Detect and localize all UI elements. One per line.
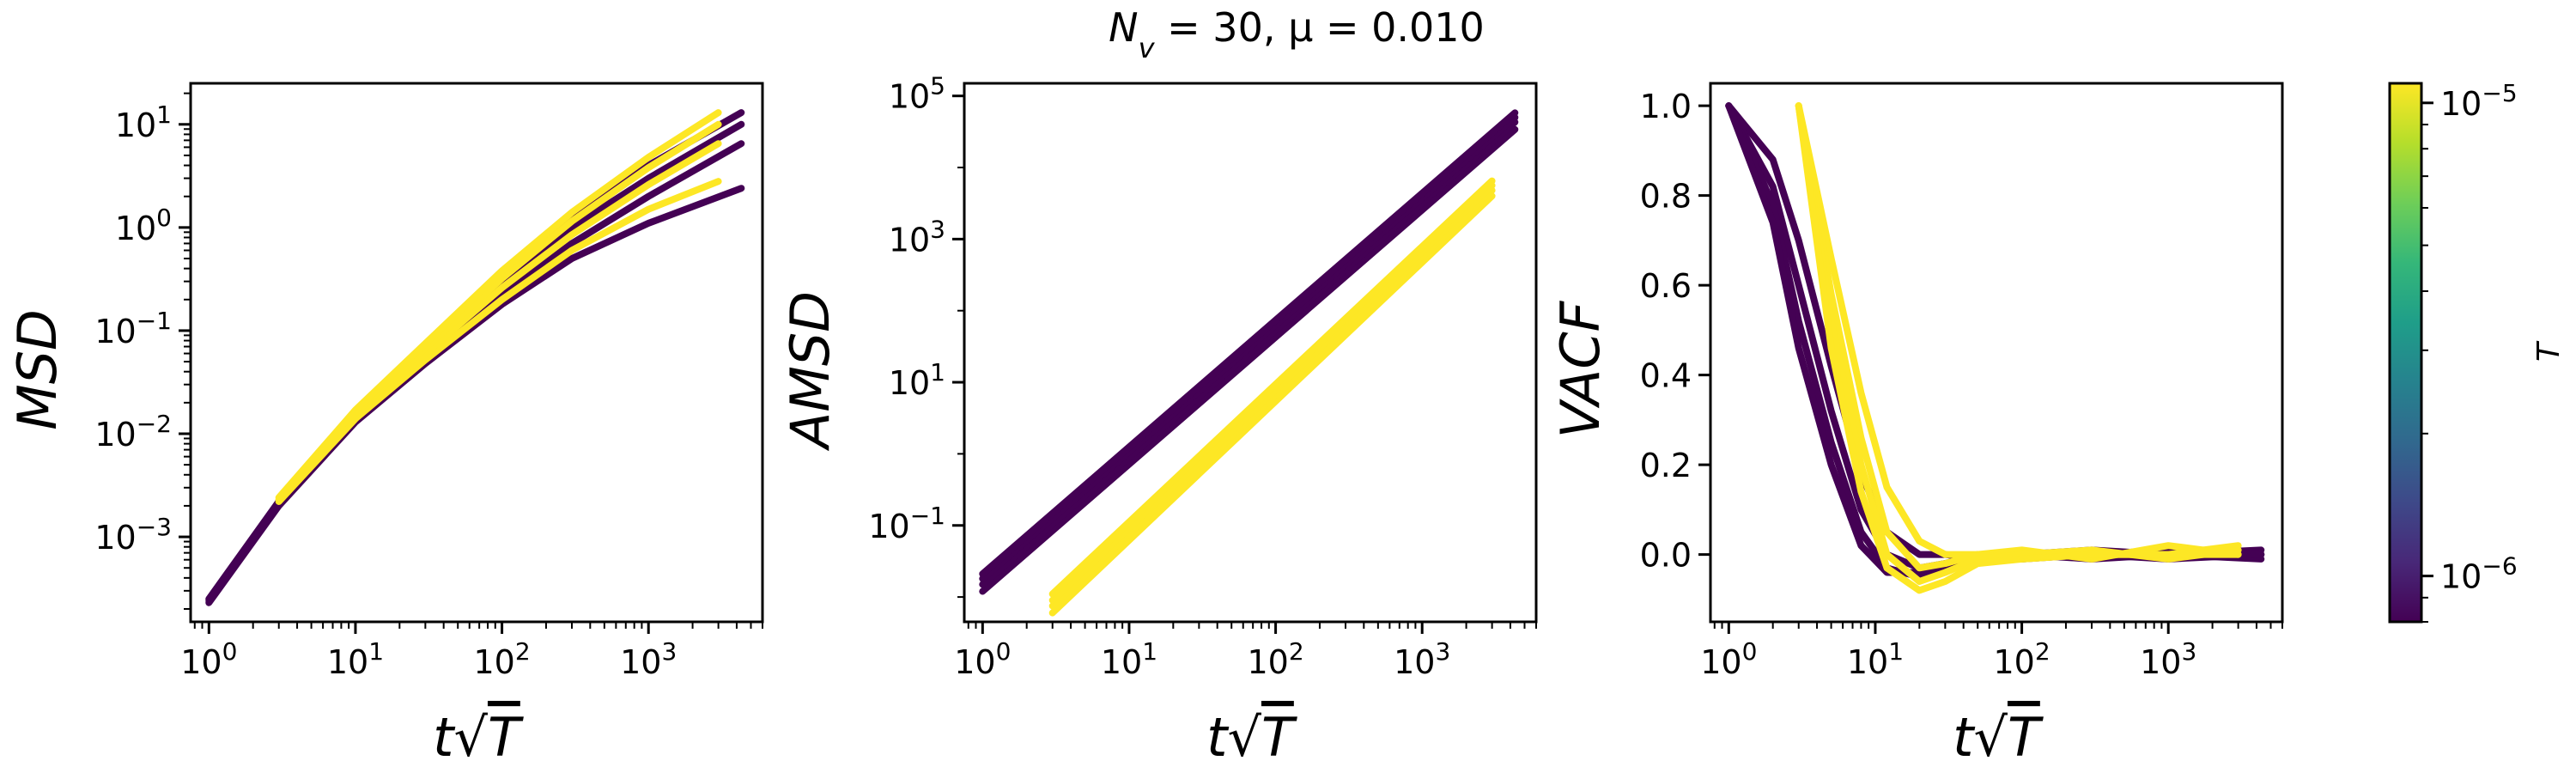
colorbar-tick-label: 10−5 (2440, 78, 2518, 123)
series-line-high-5 (1048, 186, 1496, 610)
y-tick-label: 0.6 (1640, 267, 1692, 305)
x-tick-label: 102 (1993, 637, 2050, 682)
series-group (205, 109, 745, 606)
series-line-low-2 (205, 120, 745, 603)
figure-title: Nv = 30, μ = 0.010 (1109, 4, 1485, 64)
colorbar-label: T (2531, 340, 2567, 362)
x-tick-label: 100 (1700, 637, 1757, 682)
series-line-high-4 (1048, 192, 1496, 617)
series-line-low-1 (979, 119, 1519, 588)
x-axis-label: t√T (1953, 706, 2044, 769)
series-line-low-1 (205, 140, 745, 605)
series-line-low-3 (979, 109, 1519, 578)
x-tick-label: 103 (620, 637, 677, 682)
colorbar-frame (2388, 82, 2423, 624)
series-line-high-7 (1795, 102, 2242, 594)
y-tick-label: 0.8 (1640, 178, 1692, 216)
x-axis-label: t√T (1206, 706, 1297, 769)
panel-amsd: 100 101 102 103 10−1 101 103 105 t√T AMSD (779, 71, 1538, 769)
y-tick-label: 1.0 (1640, 88, 1692, 125)
series-line-low-0 (205, 185, 745, 606)
y-tick-label: 0.0 (1640, 537, 1692, 575)
x-tick-label: 102 (473, 637, 530, 682)
series-line-high-6 (1048, 182, 1496, 604)
y-tick-label: 0.2 (1640, 447, 1692, 484)
y-tick-label: 105 (889, 71, 945, 115)
y-tick-label: 0.4 (1640, 357, 1692, 395)
y-axis-label: MSD (6, 309, 69, 430)
colorbar-tick-label: 10−6 (2440, 551, 2518, 596)
x-axis-label: t√T (433, 706, 524, 769)
x-tick-label: 100 (180, 637, 237, 682)
series-line-high-7 (1048, 177, 1496, 598)
series-group (979, 109, 1519, 617)
colorbar (2390, 83, 2421, 622)
series-group (1725, 102, 2265, 594)
y-tick-label: 10−1 (868, 501, 945, 545)
y-axis-label: VACF (1549, 300, 1612, 438)
axes-frame (189, 82, 764, 624)
axes-frame (963, 82, 1538, 624)
x-tick-label: 102 (1247, 637, 1303, 682)
y-axis-label: AMSD (779, 291, 841, 452)
series-line-high-4 (275, 178, 722, 505)
y-tick-label: 103 (889, 215, 945, 259)
axes-frame (1709, 82, 2284, 624)
series-line-high-7 (275, 109, 722, 502)
x-tick-label: 100 (954, 637, 1011, 682)
x-tick-label: 101 (327, 637, 384, 682)
x-tick-label: 103 (2140, 637, 2196, 682)
y-tick-label: 10−1 (94, 306, 172, 350)
panel-msd: 100 101 102 103 10−3 10−2 10−1 100 101 t√T MSD (6, 82, 764, 769)
y-tick-label: 101 (115, 100, 172, 144)
x-tick-label: 101 (1101, 637, 1157, 682)
series-line-high-4 (1795, 102, 2242, 563)
y-tick-label: 101 (889, 358, 945, 403)
series-line-low-0 (979, 125, 1519, 595)
y-tick-label: 100 (115, 203, 172, 247)
x-tick-label: 101 (1847, 637, 1904, 682)
y-tick-label: 10−3 (94, 513, 172, 557)
panel-vacf: 100 101 102 103 0.0 0.2 0.4 0.6 0.8 1.0 t√T VACF (1549, 82, 2284, 769)
series-line-low-2 (979, 113, 1519, 582)
y-tick-label: 10−2 (94, 409, 172, 453)
x-tick-label: 103 (1394, 637, 1450, 682)
